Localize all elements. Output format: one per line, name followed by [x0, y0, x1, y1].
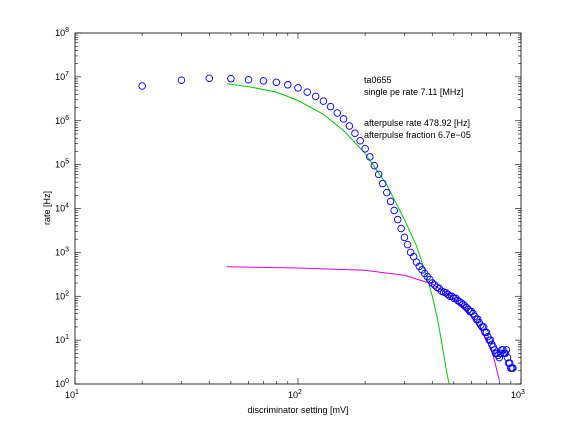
x-tick-label: 103 — [511, 389, 525, 400]
data-point — [303, 88, 311, 96]
data-point — [345, 122, 354, 130]
x-axis-label: discriminator setting [mV] — [247, 405, 348, 415]
y-tick-label: 104 — [55, 203, 69, 214]
data-point — [333, 109, 342, 117]
data-point — [311, 92, 320, 101]
data-point — [397, 224, 405, 233]
y-tick-label: 106 — [55, 115, 69, 126]
annotation-afterpulse-fraction: afterpulse fraction 6.7e−05 — [364, 130, 471, 140]
data-point — [244, 75, 253, 84]
data-point — [370, 161, 379, 170]
fit-line-1 — [226, 83, 450, 384]
annotation-afterpulse-rate: afterpulse rate 478.92 [Hz] — [364, 118, 470, 128]
data-point — [319, 97, 328, 105]
data-point — [493, 349, 501, 358]
data-point — [474, 315, 482, 323]
data-point — [482, 328, 491, 337]
x-tick-labels: 101 102 103 — [65, 389, 525, 400]
data-point — [486, 336, 495, 344]
data-point — [177, 76, 186, 84]
y-axis-label: rate [Hz] — [42, 191, 52, 225]
data-point — [205, 74, 214, 83]
y-tick-label: 103 — [55, 246, 69, 257]
data-point — [374, 170, 383, 179]
data-point — [366, 153, 374, 161]
data-point — [393, 215, 402, 224]
data-point — [390, 206, 398, 215]
data-markers — [138, 74, 517, 372]
data-point — [501, 349, 510, 358]
data-point — [284, 81, 292, 89]
data-point — [326, 102, 335, 111]
data-point — [339, 115, 348, 123]
data-point — [450, 294, 458, 303]
data-point — [400, 233, 409, 242]
data-point — [138, 82, 146, 90]
data-point — [361, 145, 369, 153]
data-point — [259, 77, 268, 85]
x-tick-label: 102 — [288, 389, 302, 400]
data-point — [227, 74, 235, 83]
y-tick-labels: 100 101 102 103 104 105 106 107 108 — [55, 27, 69, 389]
data-point — [382, 188, 391, 197]
x-tick-label: 101 — [65, 389, 79, 400]
y-tick-label: 108 — [55, 27, 69, 38]
data-point — [495, 353, 504, 362]
y-tick-label: 100 — [55, 378, 69, 389]
data-point — [448, 292, 456, 301]
y-tick-label: 101 — [55, 334, 69, 345]
data-point — [403, 240, 412, 249]
data-point — [428, 279, 437, 287]
data-point — [386, 197, 395, 206]
data-point — [379, 179, 387, 188]
annotation-pmt-id: ta0655 — [364, 75, 392, 85]
data-point — [509, 364, 517, 372]
annotation-single-pe-rate: single pe rate 7.11 [MHz] — [364, 87, 463, 97]
plot-area — [74, 32, 522, 385]
data-point — [351, 129, 359, 137]
data-point — [444, 290, 452, 299]
data-point — [294, 84, 302, 92]
y-tick-label: 107 — [55, 71, 69, 82]
data-point — [272, 78, 281, 87]
y-tick-label: 105 — [55, 159, 69, 170]
data-point — [356, 137, 364, 145]
y-tick-label: 102 — [55, 290, 69, 301]
data-point — [502, 346, 511, 354]
axis-ticks — [74, 32, 522, 385]
